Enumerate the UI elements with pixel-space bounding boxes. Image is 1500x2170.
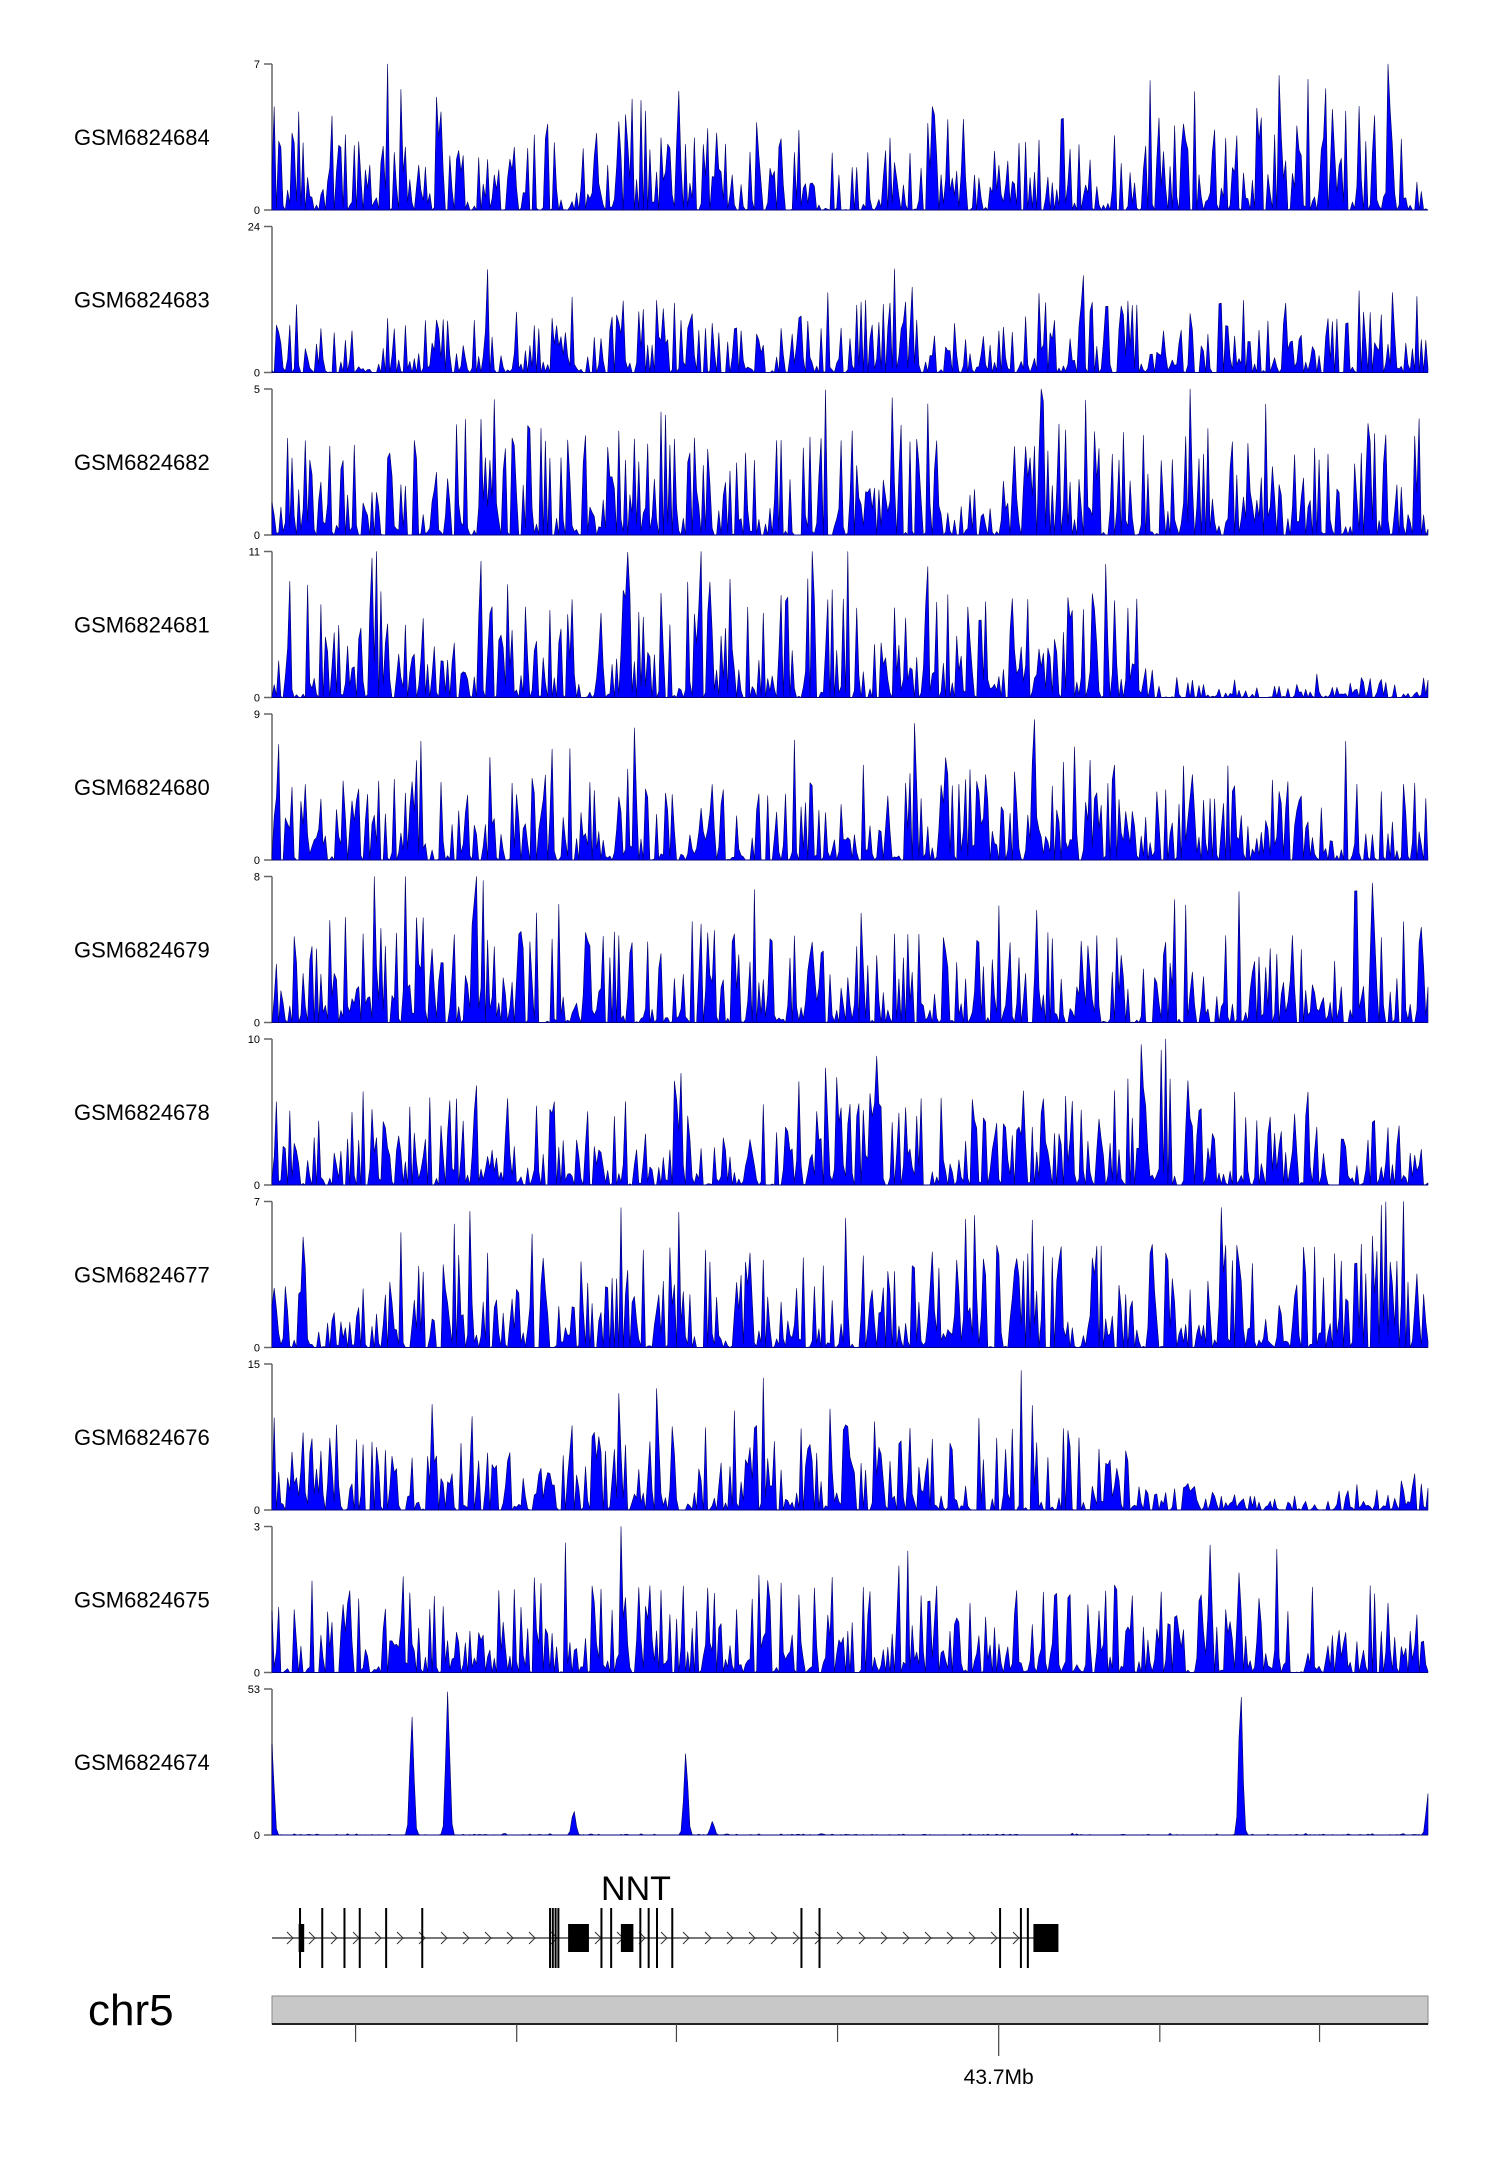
coverage-area	[271, 1526, 1429, 1673]
coverage-area	[271, 388, 1429, 536]
y-max-label: 7	[254, 1197, 260, 1209]
track-GSM6824680: GSM6824680 9 0	[74, 709, 1429, 867]
coverage-area	[271, 268, 1429, 373]
track-label: GSM6824675	[74, 1588, 210, 1613]
strand-arrow	[418, 1931, 426, 1945]
y-min-label: 0	[254, 530, 260, 542]
strand-arrow	[660, 1931, 668, 1945]
strand-arrow	[484, 1931, 492, 1945]
strand-arrow	[836, 1931, 844, 1945]
strand-arrow	[396, 1931, 404, 1945]
track-GSM6824677: GSM6824677 7 0	[74, 1197, 1429, 1355]
track-label: GSM6824682	[74, 450, 210, 475]
y-max-label: 11	[249, 547, 260, 559]
strand-arrow	[770, 1931, 778, 1945]
track-label: GSM6824674	[74, 1750, 210, 1775]
tracks: GSM682468470GSM6824683240GSM682468250GSM…	[74, 59, 1429, 1842]
coverage-area	[271, 1691, 1429, 1836]
y-min-label: 0	[254, 1505, 260, 1517]
y-max-label: 24	[248, 222, 260, 234]
y-max-label: 3	[254, 1522, 260, 1534]
track-label: GSM6824683	[74, 288, 210, 313]
strand-arrow	[440, 1931, 448, 1945]
strand-arrow	[506, 1931, 514, 1945]
strand-arrow	[286, 1931, 294, 1945]
coverage-area	[271, 719, 1429, 861]
track-label: GSM6824677	[74, 1263, 210, 1288]
track-label: GSM6824679	[74, 938, 210, 963]
track-GSM6824679: GSM6824679 8 0	[74, 872, 1429, 1030]
coverage-area	[271, 1201, 1429, 1348]
strand-arrow	[990, 1931, 998, 1945]
strand-arrow	[792, 1931, 800, 1945]
track-GSM6824676: GSM6824676 15 0	[74, 1359, 1429, 1517]
track-label: GSM6824676	[74, 1425, 210, 1450]
strand-arrow	[726, 1931, 734, 1945]
y-max-label: 7	[254, 59, 260, 71]
strand-arrow	[858, 1931, 866, 1945]
coverage-area	[271, 551, 1429, 698]
track-label: GSM6824678	[74, 1100, 210, 1125]
track-label: GSM6824681	[74, 613, 210, 638]
y-min-label: 0	[254, 1180, 260, 1192]
track-label: GSM6824680	[74, 775, 210, 800]
exon-block	[1033, 1924, 1059, 1952]
coverage-area	[271, 1038, 1429, 1186]
strand-arrow	[374, 1931, 382, 1945]
y-min-label: 0	[254, 368, 260, 380]
strand-arrow	[902, 1931, 910, 1945]
track-GSM6824675: GSM6824675 3 0	[74, 1522, 1429, 1680]
y-max-label: 53	[248, 1684, 260, 1696]
strand-arrow	[924, 1931, 932, 1945]
y-min-label: 0	[254, 1830, 260, 1842]
gene-track: NNT	[272, 1870, 1059, 1968]
strand-arrow	[814, 1931, 822, 1945]
coverage-area	[271, 1370, 1429, 1511]
track-GSM6824678: GSM6824678 10 0	[74, 1034, 1429, 1192]
track-GSM6824682: GSM6824682 5 0	[74, 384, 1429, 542]
strand-arrow	[528, 1931, 536, 1945]
y-min-label: 0	[254, 1018, 260, 1030]
track-GSM6824674: GSM6824674 53 0	[74, 1684, 1429, 1842]
coverage-area	[271, 63, 1429, 211]
genome-axis	[354, 2024, 1321, 2056]
y-min-label: 0	[254, 1343, 260, 1355]
track-GSM6824684: GSM6824684 7 0	[74, 59, 1429, 217]
coverage-area	[271, 876, 1429, 1023]
y-max-label: 5	[254, 384, 260, 396]
y-max-label: 10	[248, 1034, 260, 1046]
ideogram-track: chr5 43.7Mb	[88, 1986, 1429, 2089]
chromosome-bar	[271, 1995, 1429, 2025]
strand-arrow	[308, 1931, 316, 1945]
strand-arrow	[704, 1931, 712, 1945]
strand-arrow	[880, 1931, 888, 1945]
track-label: GSM6824684	[74, 125, 210, 150]
strand-arrow	[462, 1931, 470, 1945]
exon-block	[620, 1924, 634, 1952]
y-max-label: 15	[248, 1359, 260, 1371]
y-max-label: 8	[254, 872, 260, 884]
exon-block	[298, 1924, 305, 1952]
y-max-label: 9	[254, 709, 260, 721]
y-min-label: 0	[254, 205, 260, 217]
track-GSM6824683: GSM6824683 24 0	[74, 222, 1429, 380]
y-min-label: 0	[254, 855, 260, 867]
strand-arrow	[1012, 1931, 1020, 1945]
strand-arrow	[946, 1931, 954, 1945]
strand-arrow	[330, 1931, 338, 1945]
gene-label: NNT	[601, 1870, 671, 1908]
exon-block	[568, 1924, 589, 1952]
axis-tick-label: 43.7Mb	[964, 2066, 1034, 2089]
strand-arrow	[968, 1931, 976, 1945]
chromosome-label: chr5	[88, 1986, 174, 2035]
strand-arrow	[748, 1931, 756, 1945]
y-min-label: 0	[254, 1668, 260, 1680]
strand-arrow	[682, 1931, 690, 1945]
y-min-label: 0	[254, 693, 260, 705]
track-GSM6824681: GSM6824681 11 0	[74, 547, 1429, 705]
